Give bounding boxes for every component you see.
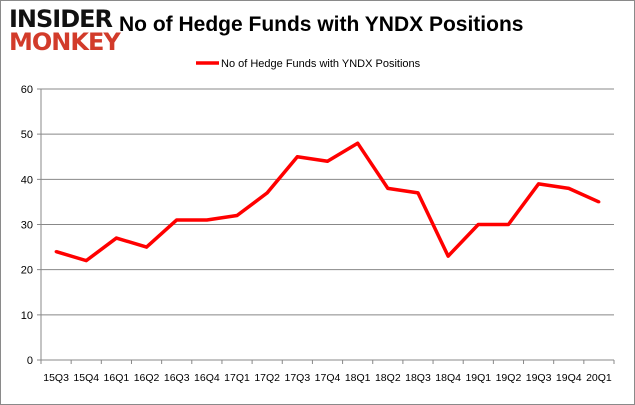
data-point [537, 182, 541, 186]
x-tick-label: 16Q1 [104, 372, 130, 384]
x-tick-label: 19Q1 [465, 372, 491, 384]
legend-label: No of Hedge Funds with YNDX Positions [221, 58, 421, 70]
y-tick-label: 20 [21, 265, 33, 277]
data-point [205, 218, 209, 222]
data-point [476, 223, 480, 226]
data-point [295, 155, 299, 159]
logo-insider: INSIDER [9, 5, 113, 33]
x-tick-label: 19Q2 [496, 372, 522, 384]
logo-monkey: MONKEY [9, 28, 121, 56]
x-tick-label: 19Q3 [526, 372, 552, 384]
data-point [386, 186, 390, 190]
data-point [235, 213, 239, 217]
data-point [54, 250, 58, 254]
data-point [145, 245, 149, 249]
data-point [84, 259, 88, 263]
data-point [416, 191, 420, 195]
data-point [265, 191, 269, 195]
data-point [506, 223, 510, 226]
y-tick-label: 40 [21, 174, 33, 186]
x-tick-label: 16Q4 [194, 372, 220, 384]
chart-title: No of Hedge Funds with YNDX Positions [119, 13, 524, 36]
x-tick-label: 18Q3 [405, 372, 431, 384]
x-tick-label: 16Q3 [164, 372, 190, 384]
data-point [114, 236, 118, 240]
x-tick-label: 17Q1 [224, 372, 250, 384]
data-point [446, 254, 450, 258]
x-tick-label: 15Q3 [43, 372, 69, 384]
x-tick-label: 18Q4 [435, 372, 461, 384]
x-tick-label: 18Q2 [375, 372, 401, 384]
x-tick-label: 17Q2 [254, 372, 280, 384]
x-tick-label: 15Q4 [73, 372, 99, 384]
data-point [326, 159, 329, 163]
x-tick-label: 19Q4 [556, 372, 582, 384]
data-point [567, 186, 571, 190]
data-point [356, 141, 360, 145]
x-tick-label: 17Q3 [284, 372, 310, 384]
y-tick-label: 0 [27, 355, 33, 367]
y-tick-label: 60 [21, 84, 33, 96]
data-point [597, 200, 601, 204]
y-tick-label: 50 [21, 129, 33, 141]
x-tick-label: 18Q1 [345, 372, 371, 384]
x-tick-label: 17Q4 [315, 372, 341, 384]
y-tick-label: 10 [21, 310, 33, 322]
y-tick-label: 30 [21, 220, 33, 232]
x-tick-label: 16Q2 [134, 372, 160, 384]
x-tick-label: 20Q1 [586, 372, 612, 384]
data-point [175, 218, 179, 222]
